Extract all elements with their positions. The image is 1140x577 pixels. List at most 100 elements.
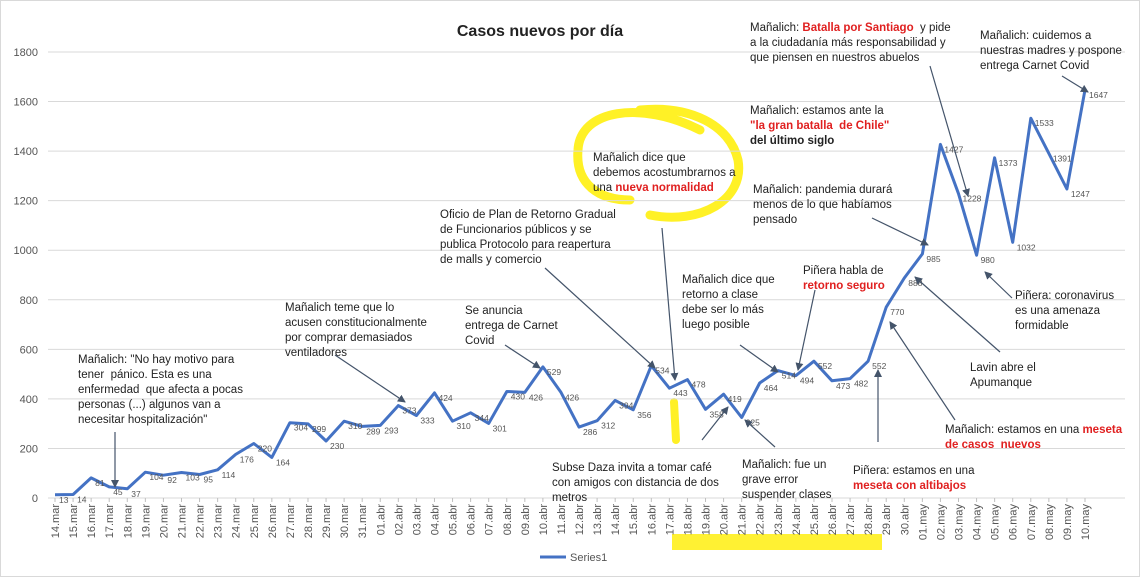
data-label: 289: [366, 426, 380, 436]
data-label: 514: [782, 371, 796, 381]
series-line: [54, 89, 1087, 497]
x-tick-label: 19.abr: [701, 504, 713, 536]
data-label: 464: [764, 383, 778, 393]
annotation-text: del último siglo: [750, 135, 834, 147]
annotation-line: formidable: [1015, 320, 1069, 332]
x-tick-label: 16.mar: [86, 504, 98, 539]
annotation-line: Mañalich: cuidemos a: [980, 30, 1092, 42]
y-tick-label: 1400: [14, 146, 38, 158]
x-tick-label: 25.abr: [809, 504, 821, 536]
x-tick-label: 22.mar: [195, 504, 207, 539]
annotation-text: luego posible: [682, 319, 750, 331]
data-label: 980: [981, 255, 995, 265]
annotation-text: Subse Daza invita a tomar café: [552, 462, 712, 474]
annotation-line: Mañalich: estamos ante la: [750, 105, 884, 117]
annotation-line: luego posible: [682, 319, 750, 331]
x-tick-label: 22.abr: [755, 504, 767, 536]
x-tick-label: 13.abr: [592, 504, 604, 536]
annotation-line: tener pánico. Esta es una: [78, 369, 212, 381]
annotation-line: es una amenaza: [1015, 305, 1101, 317]
annotation-line: necesitar hospitalización": [78, 414, 207, 426]
annotation-line: que piensen en nuestros abuelos: [750, 52, 920, 64]
annotation-text: metros: [552, 492, 587, 504]
data-label: 770: [890, 307, 904, 317]
y-tick-label: 800: [20, 295, 38, 307]
annotation-arrow: [744, 419, 776, 448]
annotation-line: Subse Daza invita a tomar café: [552, 462, 712, 474]
data-label: 13: [59, 495, 69, 505]
annotation-arrow: [871, 217, 929, 246]
annotation-text: es una amenaza: [1015, 305, 1101, 317]
annotation-line: Se anuncia: [465, 305, 523, 317]
data-label: 230: [330, 441, 344, 451]
annotation-line: de malls y comercio: [440, 254, 542, 266]
data-label: 419: [728, 394, 742, 404]
data-label: 114: [222, 470, 236, 480]
annotation-text: meseta con altibajos: [853, 480, 966, 492]
annotation-text: acusen constitucionalmente: [285, 317, 427, 329]
annotation-arrow: [661, 227, 679, 381]
x-tick-label: 01.abr: [375, 504, 387, 536]
x-tick-label: 07.may: [1026, 504, 1038, 541]
annotation-line: grave error: [742, 474, 798, 486]
data-label: 220: [258, 443, 272, 453]
annotation-text: de malls y comercio: [440, 254, 542, 266]
x-tick-label: 06.may: [1008, 504, 1020, 541]
annotation-line: Mañalich: estamos en una meseta: [945, 424, 1123, 436]
annotation-line: retorno seguro: [803, 280, 885, 292]
x-tick-label: 06.abr: [466, 504, 478, 536]
annotation-text: Mañalich dice que: [593, 152, 686, 164]
data-label: 358: [710, 409, 724, 419]
annotation-arrow: [504, 344, 541, 369]
data-label: 176: [240, 454, 254, 464]
annotation-text: tener pánico. Esta es una: [78, 369, 212, 381]
annotation-text: Apumanque: [970, 377, 1032, 389]
x-tick-label: 15.abr: [628, 504, 640, 536]
data-label: 426: [529, 392, 543, 402]
annotation-text: Covid: [465, 335, 494, 347]
x-tick-label: 19.mar: [140, 504, 152, 539]
data-label: 1228: [963, 194, 982, 204]
annotation-line: debe ser lo más: [682, 304, 764, 316]
annotation-line: del último siglo: [750, 135, 834, 147]
data-label: 299: [312, 424, 326, 434]
x-tick-label: 24.mar: [231, 504, 243, 539]
annotation-text: a la ciudadanía más responsabilidad y: [750, 37, 946, 49]
annotation-text: Mañalich teme que lo: [285, 302, 394, 314]
y-tick-label: 600: [20, 344, 38, 356]
annotation-line: Apumanque: [970, 377, 1032, 389]
data-label: 37: [131, 489, 141, 499]
annotation-line: retorno a clase: [682, 289, 758, 301]
annotation-line: con amigos con distancia de dos: [552, 477, 719, 489]
annotation-arrow: [795, 289, 816, 371]
annotation-line: entrega de Carnet: [465, 320, 559, 332]
data-label: 1647: [1089, 90, 1108, 100]
data-label: 81: [95, 478, 105, 488]
annotation-text: personas (...) algunos van a: [78, 399, 221, 411]
data-label: 333: [420, 415, 434, 425]
annotation-line: una nueva normalidad: [593, 182, 714, 194]
data-label: 310: [348, 421, 362, 431]
y-tick-label: 200: [20, 443, 38, 455]
annotation-line: Piñera: estamos en una: [853, 465, 975, 477]
data-label: 356: [637, 410, 651, 420]
highlight-scribble: [670, 398, 680, 444]
annotation-text: por comprar demasiados: [285, 332, 412, 344]
data-label: 373: [402, 406, 416, 416]
y-tick-label: 1000: [14, 245, 38, 257]
data-label: 1247: [1071, 189, 1090, 199]
annotation-text: nuestras madres y pospone: [980, 45, 1122, 57]
data-label: 301: [493, 423, 507, 433]
annotation-text: entrega de Carnet: [465, 320, 559, 332]
x-tick-label: 07.abr: [484, 504, 496, 536]
annotation-text: Mañalich dice que: [682, 274, 775, 286]
x-tick-label: 05.abr: [448, 504, 460, 536]
x-tick-label: 31.mar: [357, 504, 369, 539]
data-label: 1373: [999, 158, 1018, 168]
annotation-text: publica Protocolo para reapertura: [440, 239, 611, 251]
annotation-line: de Funcionarios públicos y se: [440, 224, 592, 236]
data-label: 95: [204, 474, 214, 484]
annotation-text: necesitar hospitalización": [78, 414, 207, 426]
